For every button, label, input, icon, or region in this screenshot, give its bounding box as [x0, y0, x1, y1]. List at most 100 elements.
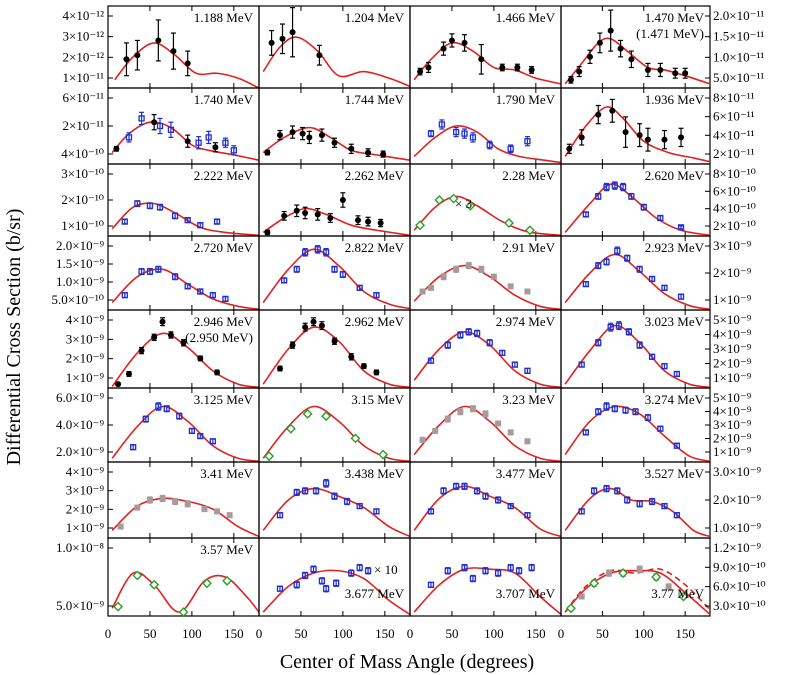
fit-curve: [413, 41, 562, 85]
y-tick-label-right: 2×10⁻¹¹: [713, 146, 755, 161]
data-point: [348, 569, 355, 577]
data-point: [289, 342, 296, 349]
y-tick-label-left: 3×10⁻¹⁰: [61, 166, 104, 181]
data-point: [651, 572, 662, 582]
scale-factor-annotation: × 10: [374, 562, 398, 577]
data-point: [184, 60, 191, 67]
data-point: [440, 273, 447, 280]
data-point: [178, 607, 189, 618]
data-point: [636, 566, 643, 573]
data-point: [212, 144, 219, 151]
panel-energy-label: 1.744 MeV: [345, 92, 405, 107]
data-point: [151, 119, 158, 126]
data-point: [611, 405, 618, 412]
panel-25: 3.41 MeV: [107, 461, 260, 539]
data-point: [354, 217, 361, 224]
data-point: [440, 45, 447, 52]
data-point: [184, 217, 191, 224]
y-tick-label-right: 2.0×10⁻¹¹: [713, 8, 764, 23]
data-point: [339, 271, 347, 278]
y-tick-label-right: 6×10⁻¹¹: [713, 109, 755, 124]
data-point: [209, 438, 217, 445]
data-point: [373, 292, 380, 299]
panel-12: 2.620 MeV: [560, 163, 711, 237]
y-tick-label-right: 4×10⁻⁹: [713, 404, 752, 419]
y-tick-label-left: 4.0×10⁻⁹: [56, 417, 104, 432]
data-point: [427, 130, 435, 137]
data-point: [171, 212, 179, 219]
data-point: [276, 512, 284, 519]
y-axis-label: Differential Cross Section (b/sr): [3, 209, 25, 466]
panel-19: 2.974 MeV: [409, 309, 562, 389]
data-point: [138, 347, 145, 354]
y-tick-label-left: 1.5×10⁻⁹: [56, 256, 104, 271]
data-point: [636, 132, 643, 139]
fit-curve: [111, 571, 260, 613]
data-point: [614, 487, 621, 495]
data-point: [180, 339, 187, 346]
data-point: [156, 122, 164, 130]
panel-2: 1.204 MeV: [258, 5, 411, 89]
data-point: [636, 341, 643, 349]
data-point: [115, 381, 122, 388]
y-tick-label-right: 1.5×10⁻¹¹: [713, 29, 764, 44]
data-point: [636, 500, 643, 507]
y-tick-label-right: 5×10⁻⁹: [713, 312, 752, 327]
data-point: [582, 280, 589, 288]
data-point: [452, 483, 460, 490]
data-point: [213, 218, 221, 225]
panel-energy-label-alt: (1.471 MeV): [636, 26, 704, 41]
data-point: [665, 583, 672, 590]
data-point: [348, 145, 355, 152]
data-point: [373, 369, 380, 376]
data-point: [264, 229, 271, 236]
panel-14: 2.822 MeV: [258, 235, 411, 311]
data-point: [524, 367, 531, 374]
data-point: [302, 324, 309, 331]
data-point: [113, 145, 120, 152]
y-tick-label-right: 8×10⁻¹¹: [713, 90, 755, 105]
data-point: [350, 433, 361, 444]
y-tick-label-right: 4×10⁻¹⁰: [713, 201, 756, 216]
data-point: [318, 577, 326, 585]
data-point: [524, 438, 531, 445]
data-point: [603, 258, 610, 266]
fit-curve-dashed: [564, 567, 711, 613]
y-tick-label-right: 2.0×10⁻⁹: [713, 492, 761, 507]
fit-curve: [111, 405, 260, 463]
data-point: [226, 512, 233, 519]
data-point: [427, 508, 435, 515]
data-point: [595, 193, 602, 200]
y-tick-label-right: 5.0×10⁻¹¹: [713, 70, 764, 85]
panels-layer: 1.188 MeV 1.204 MeV 1.466 MeV 1.470 MeV(1.4…: [107, 5, 711, 618]
data-point: [507, 429, 514, 436]
y-tick-label-left: 4×10⁻¹²: [63, 8, 105, 23]
data-point: [624, 496, 631, 504]
y-tick-label-right: 8×10⁻¹⁰: [713, 166, 756, 181]
panel-energy-label: 1.790 MeV: [496, 92, 556, 107]
data-point: [482, 567, 489, 574]
data-point: [565, 603, 576, 614]
data-point: [614, 247, 621, 254]
y-tick-label-right: 2×10⁻¹⁰: [713, 218, 756, 233]
x-tick-label: 50: [294, 626, 307, 641]
panel-7: 1.790 MeV: [409, 87, 562, 165]
data-point: [281, 277, 288, 284]
data-point: [622, 129, 629, 136]
panel-energy-label: 3.23 MeV: [502, 392, 555, 407]
data-point: [285, 423, 296, 434]
data-point: [661, 284, 668, 291]
panel-energy-label: 3.707 MeV: [496, 586, 556, 601]
fit-curve: [262, 487, 411, 538]
data-point: [494, 496, 502, 504]
data-point: [457, 408, 464, 415]
data-point: [511, 361, 519, 368]
y-tick-label-left: 2×10⁻⁹: [66, 351, 105, 366]
fit-curve: [413, 405, 562, 463]
data-point: [184, 500, 191, 507]
data-point: [622, 407, 629, 414]
data-point: [440, 487, 447, 495]
data-point: [507, 145, 514, 152]
data-point: [415, 220, 426, 231]
data-point: [682, 70, 689, 77]
